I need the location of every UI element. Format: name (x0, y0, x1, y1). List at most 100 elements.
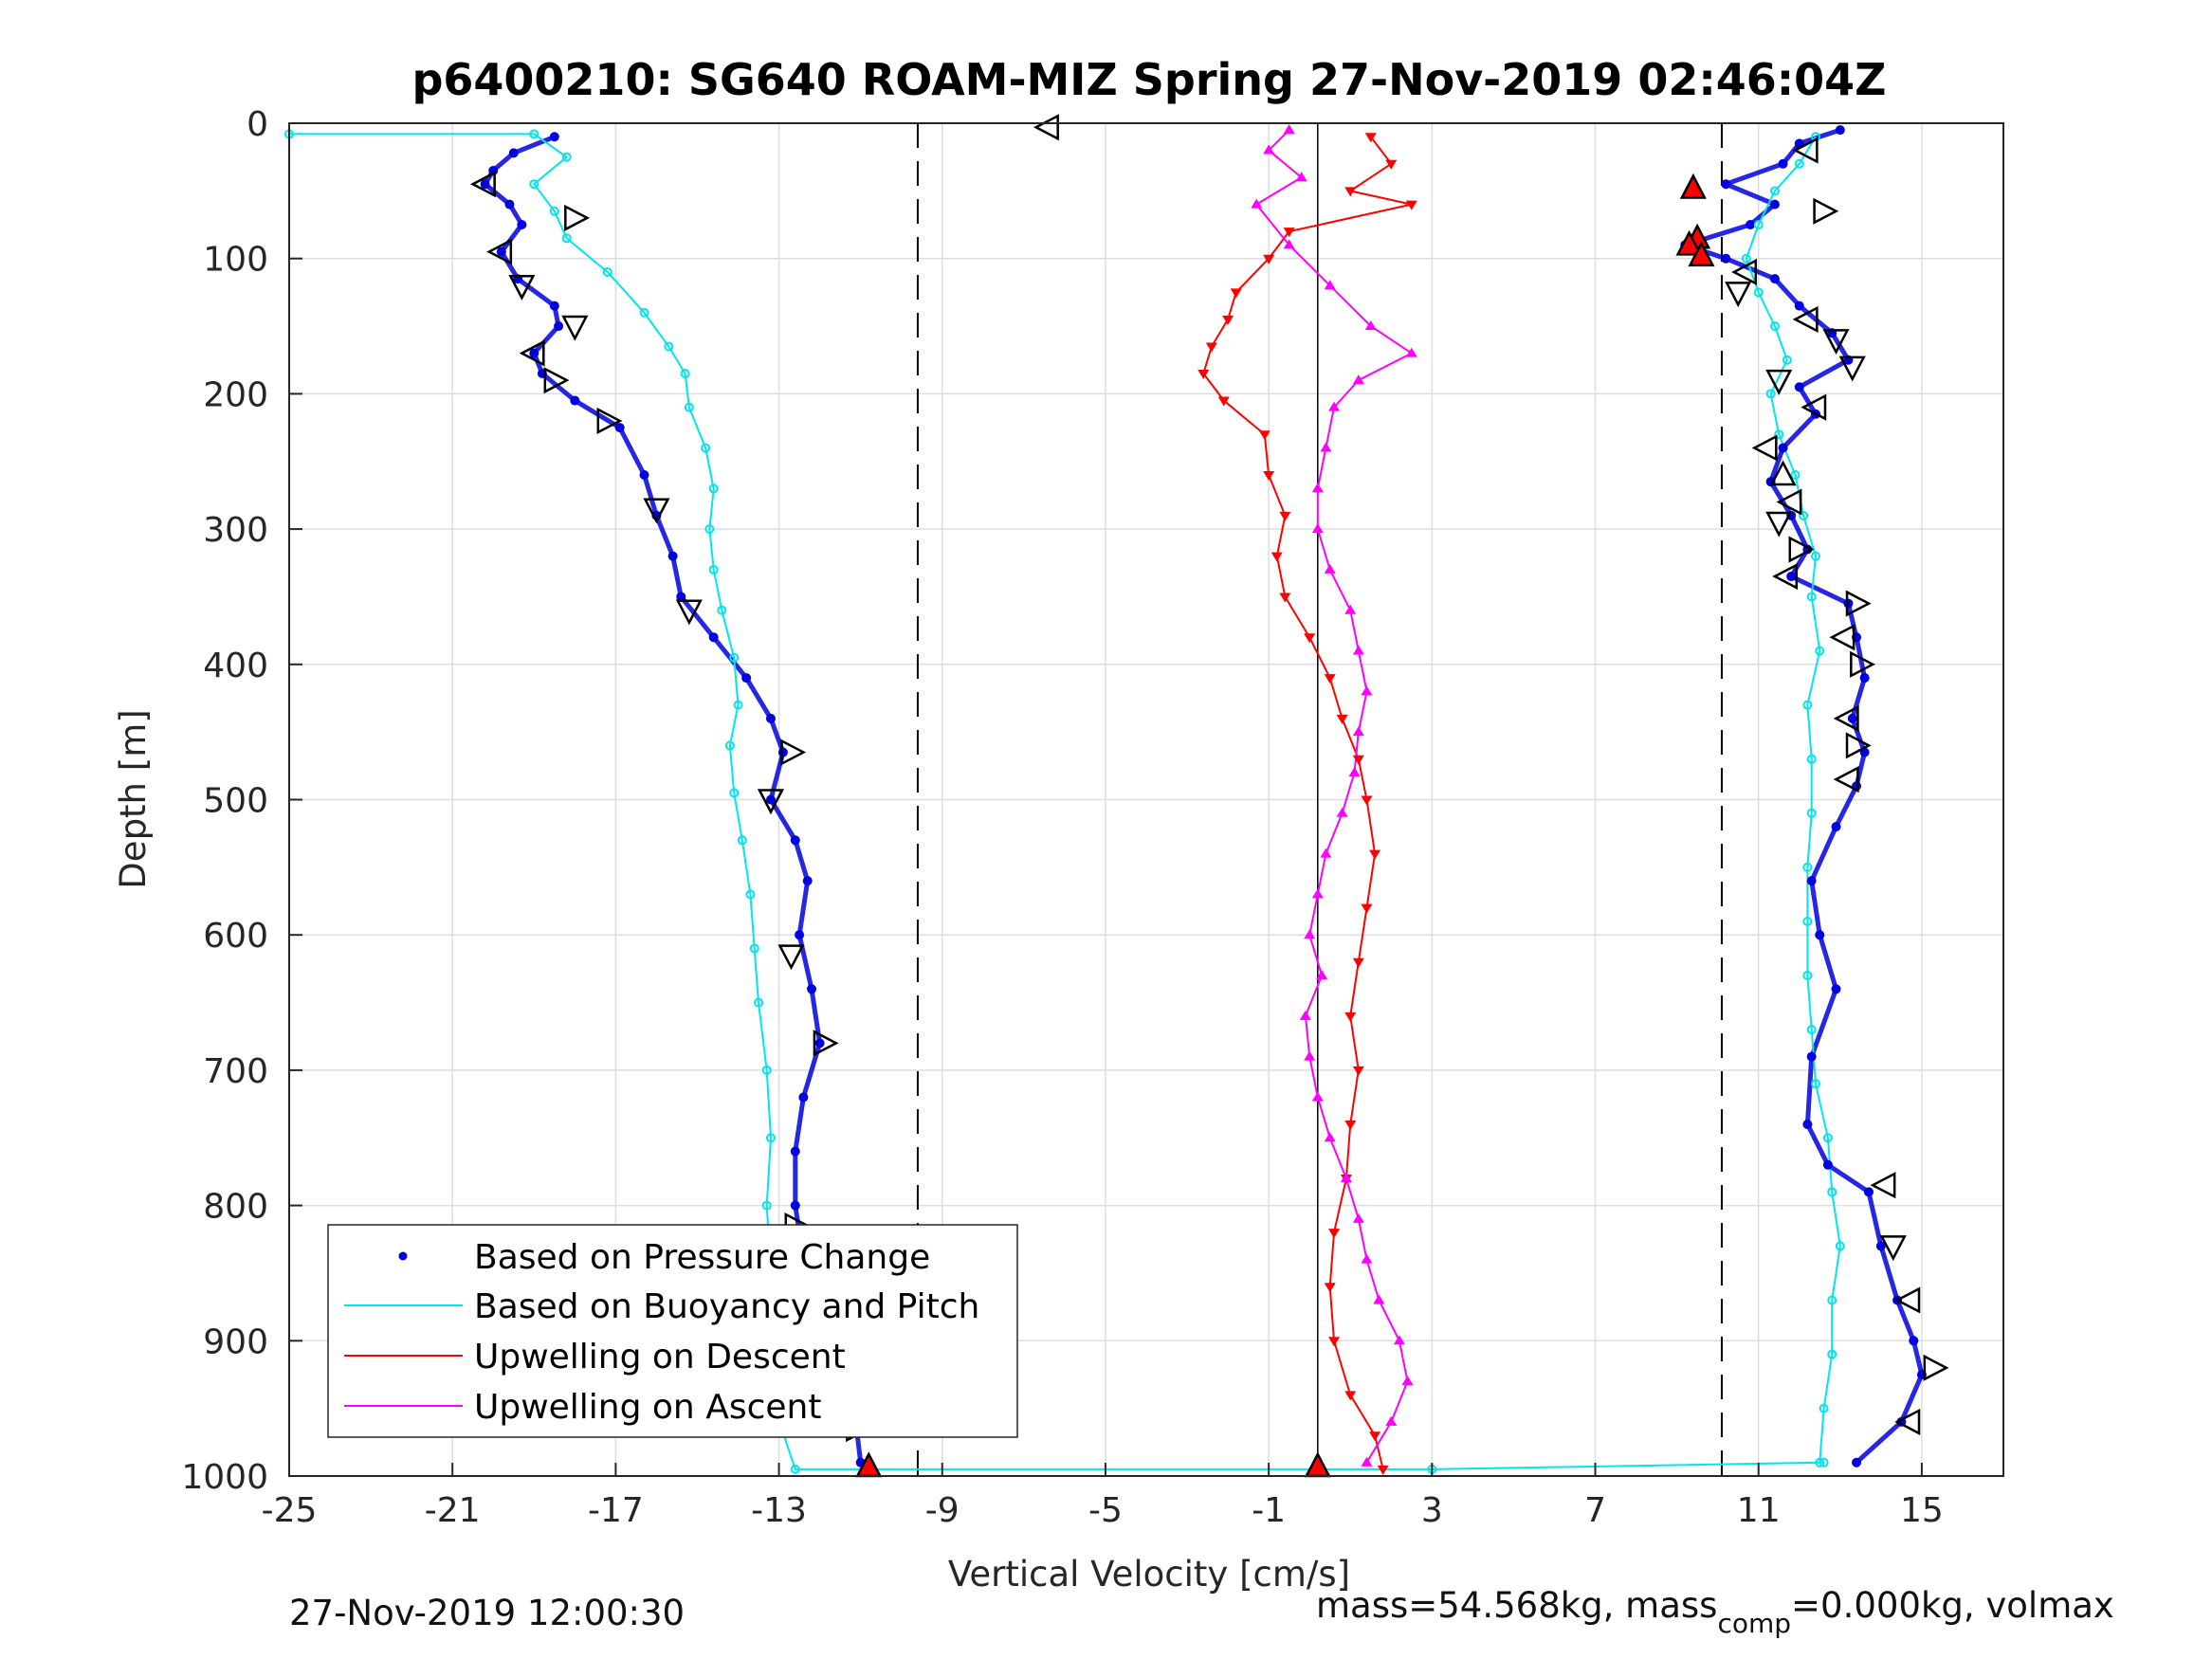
descent-upwelling-point (1328, 1229, 1341, 1239)
open-triangle-marker (1833, 704, 1859, 732)
ascent-upwelling-point (1299, 1010, 1311, 1020)
pressure-point (1802, 1119, 1813, 1129)
pressure-point (1831, 822, 1841, 832)
pressure-point (570, 395, 580, 406)
open-triangle-marker (508, 274, 536, 301)
buoyancy-point (1794, 158, 1804, 169)
descent-upwelling-point (1369, 1431, 1381, 1442)
descent-upwelling-point (1230, 288, 1242, 299)
pressure-point (1778, 158, 1788, 169)
pressure-point (1794, 382, 1804, 392)
pressure-point (1794, 301, 1804, 311)
pressure-point (790, 1146, 800, 1157)
ascent-upwelling-point (1385, 1415, 1398, 1426)
open-triangle-marker (1788, 536, 1815, 563)
reference-lines (916, 123, 1723, 1476)
pressure-point (614, 423, 625, 433)
pressure-point (1769, 199, 1780, 210)
ascent-upwelling-point (1393, 1335, 1405, 1345)
buoyancy-point (717, 605, 727, 615)
descent-upwelling-point (1271, 552, 1283, 562)
pressure-point (1875, 1241, 1886, 1251)
buoyancy-point (529, 179, 539, 190)
footer-timestamp: 27-Nov-2019 12:00:30 (289, 1593, 686, 1633)
buoyancy-point (708, 564, 719, 574)
buoyancy-point (1815, 646, 1825, 656)
buoyancy-point (701, 443, 711, 453)
open-triangle-marker (1731, 258, 1758, 286)
pressure-point (549, 132, 559, 142)
buoyancy-point (1806, 754, 1817, 764)
pressure-point (1778, 443, 1788, 453)
ascent-upwelling-point (1340, 1173, 1352, 1183)
y-axis-label: Depth [m] (113, 709, 154, 888)
open-triangle-marker (1879, 1235, 1907, 1262)
legend-label-pressure: Based on Pressure Change (474, 1238, 930, 1277)
ascent-upwelling-point (1263, 144, 1275, 155)
ascent-upwelling-point (1316, 970, 1328, 980)
buoyancy-point (1790, 470, 1801, 481)
open-triangle-marker (596, 407, 623, 435)
descent-upwelling-point (1328, 1337, 1341, 1347)
descent-upwelling-point (1344, 1120, 1357, 1130)
descent-upwelling-point (1405, 200, 1417, 210)
x-tick-label: -17 (588, 1491, 644, 1530)
buoyancy-point (1769, 186, 1780, 196)
buoyancy-point (761, 1200, 772, 1211)
buoyancy-point (1819, 1457, 1829, 1468)
pressure-point (1831, 984, 1841, 994)
ascent-upwelling-point (1304, 929, 1316, 939)
footer-mass-text-end: =0.000kg, volmax (1791, 1585, 2114, 1626)
pressure-point (741, 673, 752, 684)
descent-upwelling-point (1369, 849, 1381, 860)
buoyancy-point (724, 740, 735, 751)
open-triangle-marker (561, 315, 589, 341)
ascent-upwelling-point (1324, 280, 1336, 290)
open-triangle-marker (1845, 732, 1872, 759)
pressure-point (508, 148, 519, 158)
series-line (1202, 136, 1413, 1470)
open-triangle-marker (1792, 137, 1819, 164)
pressure-point (708, 632, 719, 643)
pressure-point (1815, 930, 1825, 940)
open-triangle-marker (777, 944, 805, 971)
pressure-point (1721, 179, 1731, 190)
pressure-point (1822, 1159, 1833, 1170)
buoyancy-point (1782, 355, 1792, 365)
series-line (1745, 136, 1841, 1463)
triangle-markers (469, 114, 1949, 1478)
ascent-upwelling-point (1401, 1376, 1414, 1386)
ascent-upwelling-point (1336, 807, 1348, 817)
pressure-point (802, 876, 813, 886)
ascent-upwelling-point (1352, 374, 1364, 385)
descent-upwelling-point (1279, 511, 1291, 521)
open-triangle-marker (1765, 511, 1793, 538)
open-triangle-marker (1033, 114, 1059, 141)
pressure-point (790, 835, 800, 846)
buoyancy-point (708, 483, 719, 494)
pressure-point (807, 984, 817, 994)
open-triangle-marker (675, 599, 703, 626)
descent-upwelling-point (1344, 1391, 1357, 1401)
y-tick-label: 600 (203, 917, 268, 956)
buoyancy-point (1802, 700, 1813, 710)
buoyancy-point (1741, 253, 1751, 264)
y-tick-label: 300 (203, 511, 268, 550)
ascent-upwelling-point (1311, 1091, 1324, 1102)
red-triangle-marker (1675, 229, 1703, 256)
descent-upwelling-point (1352, 755, 1364, 765)
pressure-point (1859, 673, 1870, 684)
ascent-upwelling-point (1283, 124, 1295, 135)
descent-upwelling-point (1361, 903, 1373, 914)
pressure-point (1806, 1051, 1817, 1062)
buoyancy-point (1806, 592, 1817, 602)
pressure-point (554, 321, 564, 332)
ascent-upwelling-point (1405, 347, 1417, 357)
open-triangle-marker (1751, 434, 1778, 462)
open-triangle-marker (543, 367, 570, 394)
buoyancy-point (749, 943, 759, 954)
ascent-upwelling-point (1361, 1253, 1373, 1264)
ascent-upwelling-point (1348, 766, 1361, 776)
open-triangle-marker (1776, 488, 1802, 516)
buoyancy-point (1753, 220, 1764, 230)
